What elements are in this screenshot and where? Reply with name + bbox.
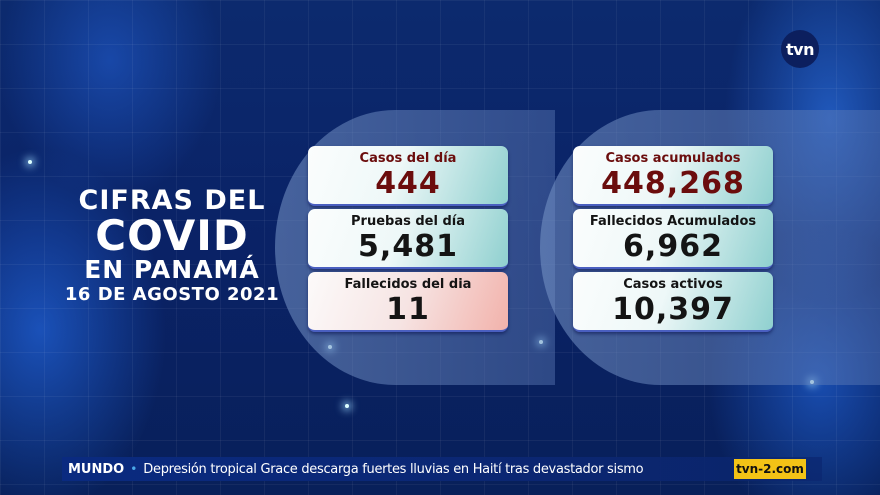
card-label: Fallecidos Acumulados [589, 214, 757, 229]
card-label: Casos del día [359, 151, 457, 166]
title-line-2: COVID [95, 211, 249, 260]
card-label: Fallecidos del dia [344, 277, 472, 292]
ticker-separator: • [130, 462, 138, 476]
sparkle-decoration [345, 404, 349, 408]
title-date: 16 DE AGOSTO 2021 [64, 284, 280, 305]
active-cases-card: Casos activos 10,397 [573, 272, 773, 332]
tvn-logo: tvn [781, 30, 819, 68]
title-line-1: CIFRAS DEL [78, 185, 266, 216]
card-value: 6,962 [623, 229, 723, 264]
card-value: 444 [375, 166, 441, 201]
daily-cases-card: Casos del día 444 [308, 146, 508, 206]
site-badge: tvn-2.com [734, 459, 806, 479]
card-value: 11 [386, 292, 430, 327]
cumulative-deaths-card: Fallecidos Acumulados 6,962 [573, 209, 773, 269]
ticker-category: MUNDO [68, 461, 125, 477]
card-value: 10,397 [612, 292, 734, 327]
ticker-headline: Depresión tropical Grace descarga fuerte… [143, 461, 644, 477]
card-label: Casos activos [623, 277, 723, 292]
card-value: 448,268 [601, 166, 745, 201]
title-line-3: EN PANAMÁ [84, 255, 260, 284]
sparkle-decoration [28, 160, 32, 164]
card-label: Pruebas del día [351, 214, 465, 229]
cumulative-cases-card: Casos acumulados 448,268 [573, 146, 773, 206]
news-ticker: MUNDO • Depresión tropical Grace descarg… [62, 457, 822, 481]
daily-deaths-card: Fallecidos del dia 11 [308, 272, 508, 332]
title-block: CIFRAS DEL COVID EN PANAMÁ 16 DE AGOSTO … [52, 186, 292, 306]
daily-tests-card: Pruebas del día 5,481 [308, 209, 508, 269]
card-value: 5,481 [358, 229, 458, 264]
card-label: Casos acumulados [605, 151, 741, 166]
